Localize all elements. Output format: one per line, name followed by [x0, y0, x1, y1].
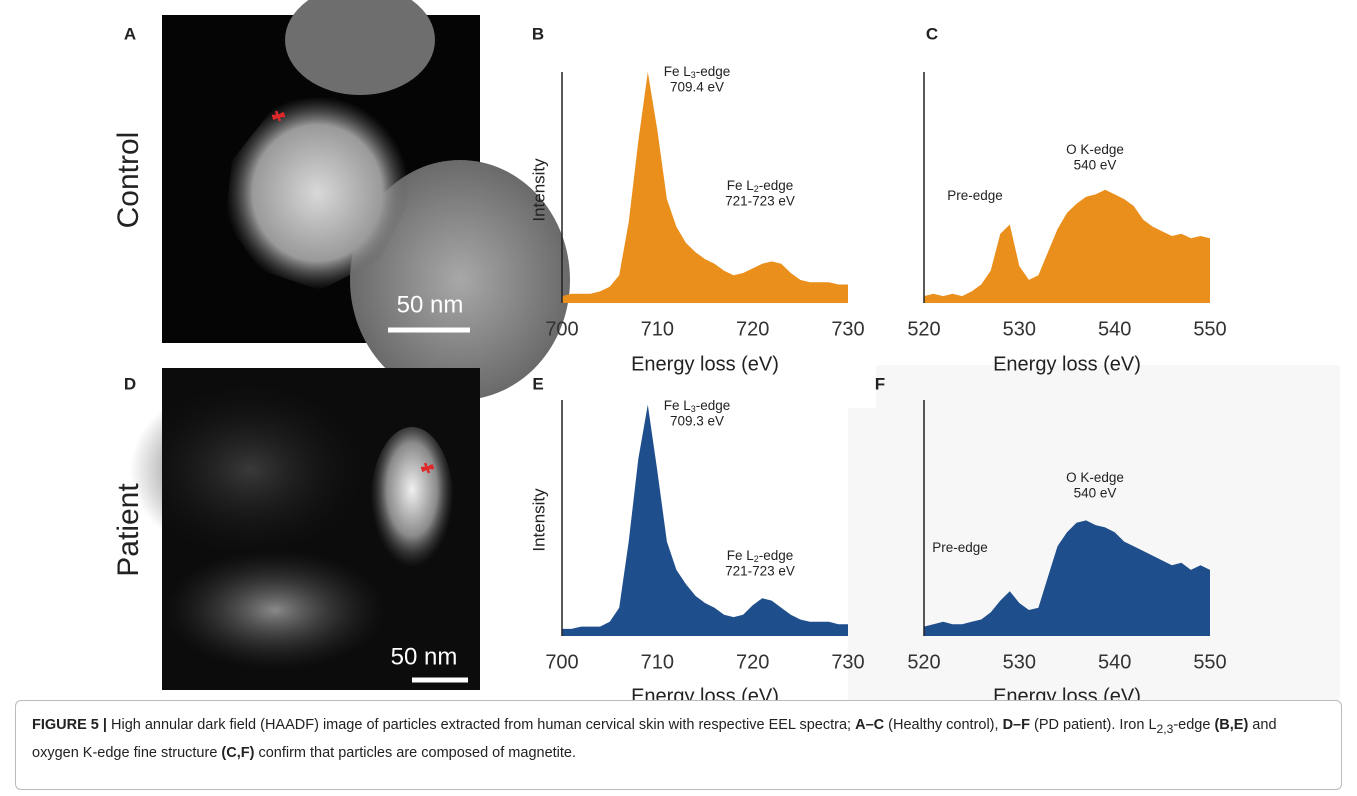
- annotation-text: Fe L: [664, 398, 692, 413]
- marker: [421, 462, 434, 474]
- caption-text: confirm that particles are composed of m…: [254, 744, 577, 761]
- caption-text: (PD patient). Iron L: [1029, 717, 1157, 733]
- annotation-text: Fe L: [664, 64, 692, 79]
- caption-text: (Healthy control),: [884, 717, 1003, 733]
- particle: [165, 550, 385, 670]
- x-tick-label: 700: [545, 651, 578, 673]
- x-tick-label: 710: [641, 318, 674, 340]
- annotation: Fe L3-edge: [664, 64, 731, 81]
- y-axis-label: Intensity: [529, 158, 548, 222]
- annotation-value: 540 eV: [1074, 486, 1117, 501]
- annotation-text: -edge: [696, 398, 731, 413]
- annotation-value: 540 eV: [1074, 158, 1117, 173]
- caption-text: -edge: [1173, 717, 1215, 733]
- x-tick-label: 720: [736, 651, 769, 673]
- annotation-text: Pre-edge: [932, 540, 988, 555]
- x-axis-label: Energy loss (eV): [993, 685, 1141, 700]
- annotation-value: 709.4 eV: [670, 80, 724, 95]
- caption-text: 2,3: [1156, 721, 1174, 736]
- x-tick-label: 550: [1193, 318, 1226, 340]
- spectrum-area: [562, 404, 848, 636]
- caption-text: D–F: [1002, 717, 1030, 733]
- caption-text: A–C: [855, 717, 885, 733]
- annotation: O K-edge: [1066, 142, 1124, 157]
- x-tick-label: 530: [1003, 651, 1036, 673]
- annotation: Fe L2-edge: [727, 178, 794, 195]
- panel-label: C: [926, 24, 938, 43]
- annotation-text: Fe L: [727, 548, 755, 563]
- x-axis-label: Energy loss (eV): [993, 353, 1141, 375]
- particle: [370, 427, 454, 583]
- annotation: Pre-edge: [932, 540, 988, 555]
- y-axis-label: Intensity: [529, 488, 548, 552]
- annotation-value: 721-723 eV: [725, 564, 795, 579]
- annotation-subscript: 2: [754, 554, 759, 564]
- particle: [350, 160, 570, 400]
- caption-text: High annular dark field (HAADF) image of…: [106, 717, 856, 733]
- x-tick-label: 720: [736, 318, 769, 340]
- scale-label: 50 nm: [391, 643, 458, 670]
- x-tick-label: 540: [1098, 651, 1131, 673]
- annotation-value: 709.3 eV: [670, 414, 724, 429]
- annotation-text: Fe L: [727, 178, 755, 193]
- spectrum-area: [924, 520, 1210, 636]
- panel-label: B: [532, 24, 544, 43]
- x-tick-label: 700: [545, 318, 578, 340]
- panel-label: D: [124, 374, 136, 393]
- annotation: O K-edge: [1066, 470, 1124, 485]
- spectrum-area: [924, 189, 1210, 303]
- figure: 50 nm 50 nm A B C D E F Control Patient …: [111, 0, 1227, 700]
- annotation-text: -edge: [696, 64, 731, 79]
- annotation-value: 721-723 eV: [725, 194, 795, 209]
- row-label: Patient: [112, 483, 145, 577]
- x-tick-label: 520: [907, 318, 940, 340]
- panel-label: A: [124, 24, 136, 43]
- row-label: Control: [112, 132, 145, 229]
- annotation-text: -edge: [759, 548, 794, 563]
- annotation-subscript: 2: [754, 184, 759, 194]
- x-tick-label: 730: [831, 651, 864, 673]
- x-tick-label: 710: [641, 651, 674, 673]
- caption-text: (B,E): [1214, 717, 1249, 733]
- particle: [130, 380, 370, 560]
- annotation-text: -edge: [759, 178, 794, 193]
- spectrum-area: [562, 72, 848, 303]
- x-tick-label: 550: [1193, 651, 1226, 673]
- marker: [272, 110, 285, 122]
- annotation: Fe L2-edge: [727, 548, 794, 565]
- caption-text: and oxygen K-edge fine structure: [32, 717, 1277, 761]
- x-tick-label: 520: [907, 651, 940, 673]
- x-tick-label: 730: [831, 318, 864, 340]
- x-axis-label: Energy loss (eV): [631, 353, 779, 375]
- annotation-text: O K-edge: [1066, 142, 1124, 157]
- annotation-subscript: 3: [691, 70, 696, 80]
- x-axis-label: Energy loss (eV): [631, 685, 779, 700]
- annotation: Pre-edge: [947, 188, 1003, 203]
- panel-label: E: [532, 374, 543, 393]
- particle: [285, 0, 435, 95]
- annotation-subscript: 3: [691, 404, 696, 414]
- annotation: Fe L3-edge: [664, 398, 731, 415]
- scale-label: 50 nm: [397, 291, 464, 318]
- x-tick-label: 530: [1003, 318, 1036, 340]
- particle: [225, 96, 410, 290]
- annotation-text: O K-edge: [1066, 470, 1124, 485]
- caption-text: FIGURE 5 |: [32, 717, 107, 733]
- annotation-text: Pre-edge: [947, 188, 1003, 203]
- panel-label: F: [875, 374, 885, 393]
- x-tick-label: 540: [1098, 318, 1131, 340]
- caption-text: (C,F): [221, 744, 255, 761]
- caption: FIGURE 5 | High annular dark field (HAAD…: [15, 700, 1342, 790]
